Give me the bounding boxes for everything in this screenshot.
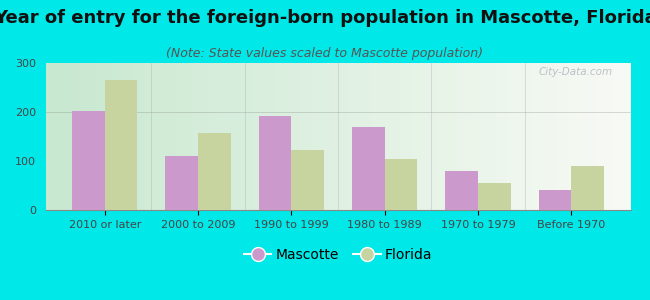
Text: (Note: State values scaled to Mascotte population): (Note: State values scaled to Mascotte p… (166, 46, 484, 59)
Bar (165, 156, 198, 210)
Bar (539, 190, 571, 210)
Bar (105, 80, 137, 210)
Bar (259, 116, 291, 210)
Text: City-Data.com: City-Data.com (539, 68, 613, 77)
Bar (72, 111, 105, 210)
Bar (291, 150, 324, 210)
Bar (478, 183, 511, 210)
Legend: Mascotte, Florida: Mascotte, Florida (238, 243, 438, 268)
Bar (385, 159, 417, 210)
Bar (571, 166, 604, 210)
Bar (445, 171, 478, 210)
Bar (352, 127, 385, 210)
Text: Year of entry for the foreign-born population in Mascotte, Florida: Year of entry for the foreign-born popul… (0, 9, 650, 27)
Bar (198, 133, 231, 210)
